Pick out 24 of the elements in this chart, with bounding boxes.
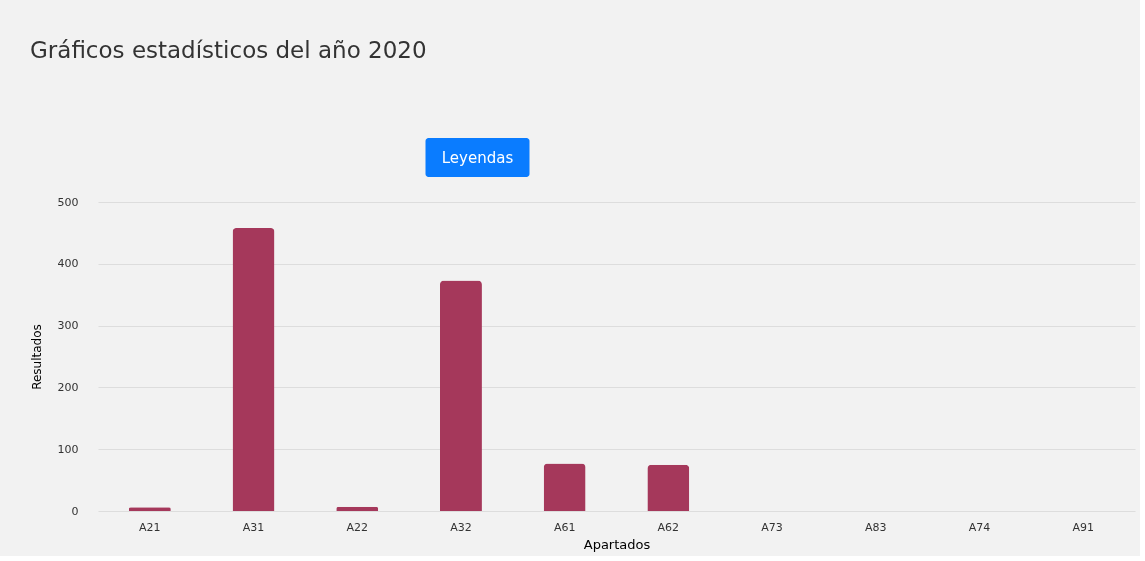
y-tick-label: 400 — [57, 257, 79, 271]
bar — [543, 463, 586, 511]
text: Leyendas — [441, 149, 514, 167]
x-tick-label: A31 — [242, 520, 265, 534]
x-tick-label: A32 — [450, 520, 472, 534]
chart-title: Gráficos estadísticos del año 2020 — [30, 37, 427, 63]
x-tick-label: A61 — [553, 520, 576, 534]
y-tick-label: 300 — [57, 319, 79, 333]
y-tick-label: 100 — [57, 442, 79, 456]
y-tick-label: 500 — [57, 195, 79, 209]
x-tick-label: A83 — [864, 520, 887, 534]
x-tick-label: A62 — [657, 520, 680, 534]
y-tick-label: 0 — [71, 504, 79, 518]
x-axis-title: Apartados — [583, 536, 651, 552]
x-tick-label: A22 — [346, 520, 369, 534]
x-tick-label: A91 — [1072, 520, 1094, 534]
y-tick-label: 200 — [57, 380, 79, 394]
x-tick-label: A74 — [968, 520, 991, 534]
bar — [232, 227, 275, 511]
bar — [647, 464, 690, 511]
x-tick-label: A21 — [139, 520, 161, 534]
bar — [439, 280, 482, 511]
x-tick-label: A73 — [761, 520, 783, 534]
y-axis-title: Resultados — [29, 324, 44, 390]
